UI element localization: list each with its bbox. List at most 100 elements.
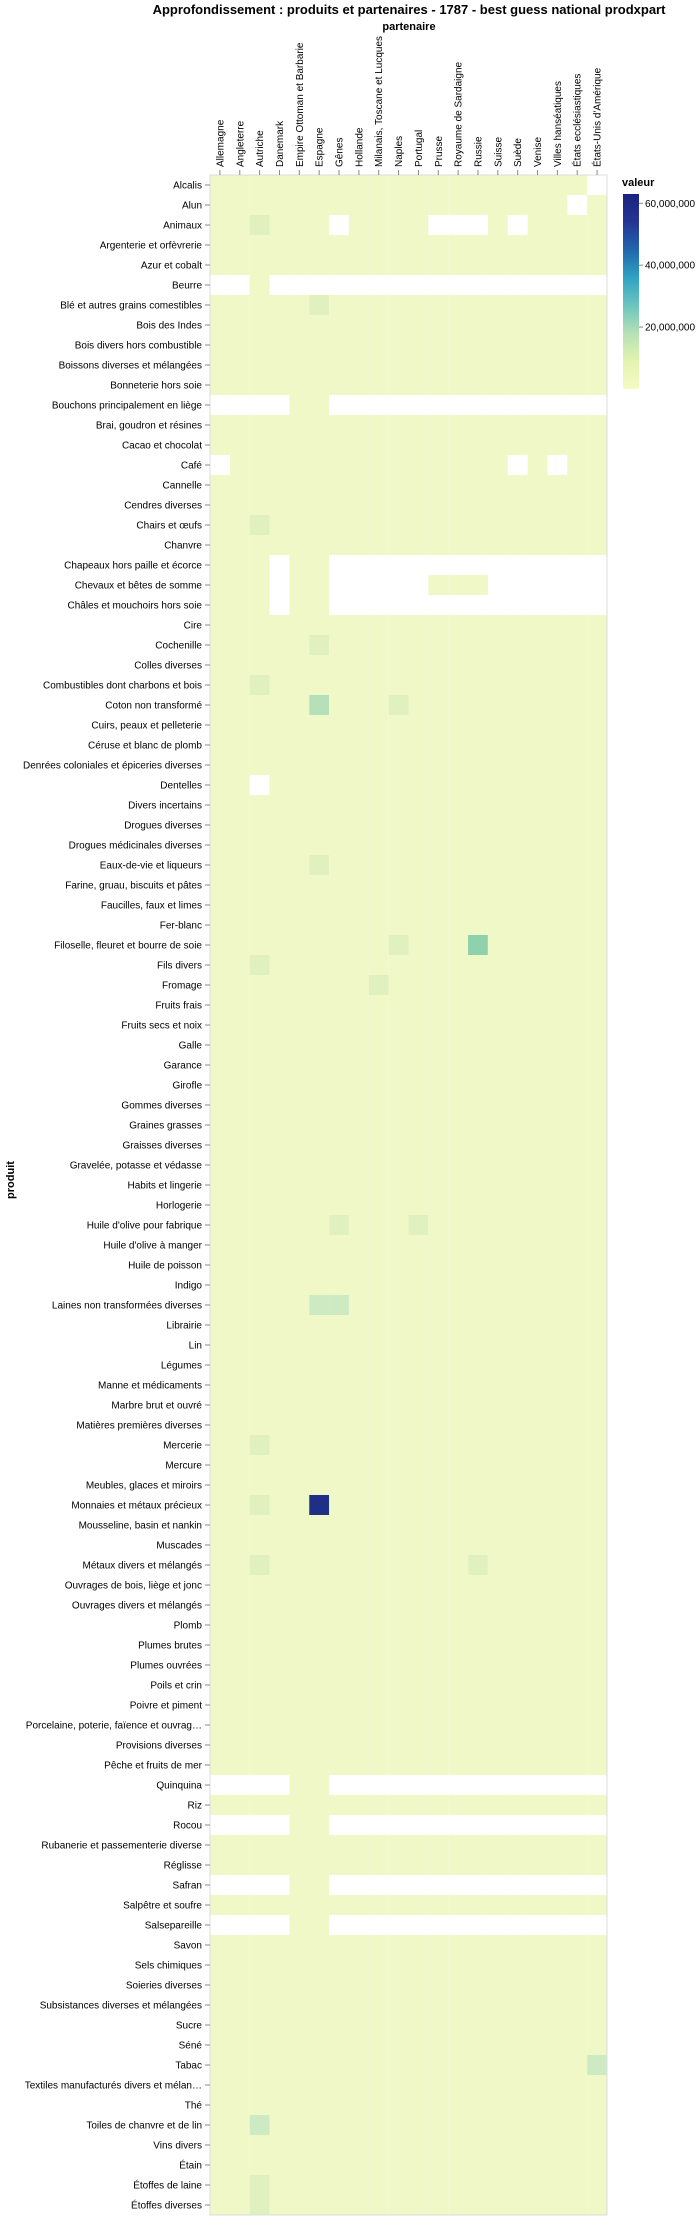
heatmap-cell — [309, 855, 330, 875]
heatmap-cell — [229, 1555, 250, 1575]
heatmap-cell — [210, 1755, 230, 1775]
heatmap-cell — [269, 2135, 290, 2155]
heatmap-cell — [567, 1695, 588, 1715]
heatmap-cell — [269, 1375, 290, 1395]
heatmap-cell — [468, 455, 488, 475]
heatmap-cell — [309, 1675, 330, 1695]
heatmap-cell — [507, 435, 528, 455]
heatmap-cell — [368, 1315, 389, 1335]
heatmap-cell — [428, 1555, 449, 1575]
heatmap-cell — [368, 1475, 389, 1495]
heatmap-cell — [507, 1235, 528, 1255]
heatmap-cell — [289, 1115, 310, 1135]
heatmap-cell — [210, 1515, 230, 1535]
heatmap-cell — [448, 1015, 469, 1035]
heatmap-cell — [269, 295, 290, 315]
heatmap-cell — [587, 1255, 607, 1275]
heatmap-cell — [210, 1635, 230, 1655]
heatmap-cell — [269, 315, 290, 335]
heatmap-cell — [408, 955, 429, 975]
heatmap-cell — [507, 2035, 528, 2055]
heatmap-cell — [468, 1355, 488, 1375]
heatmap-cell — [408, 855, 429, 875]
heatmap-cell — [487, 775, 508, 795]
heatmap-cell — [428, 255, 449, 275]
heatmap-cell — [428, 1635, 449, 1655]
heatmap-cell — [249, 1735, 270, 1755]
heatmap-cell — [587, 1555, 607, 1575]
heatmap-cell — [368, 315, 389, 335]
heatmap-cell — [368, 1935, 389, 1955]
heatmap-cell — [428, 1575, 449, 1595]
heatmap-cell — [487, 295, 508, 315]
heatmap-cell — [210, 515, 230, 535]
heatmap-cell — [269, 2155, 290, 2175]
heatmap-cell — [368, 635, 389, 655]
heatmap-cell — [587, 1115, 607, 1135]
heatmap-cell — [348, 1835, 369, 1855]
heatmap-cell — [587, 2015, 607, 2035]
heatmap-cell — [468, 335, 488, 355]
heatmap-cell — [428, 1155, 449, 1175]
heatmap-cell — [507, 1975, 528, 1995]
heatmap-cell — [587, 1835, 607, 1855]
heatmap-cell — [388, 815, 409, 835]
heatmap-cell — [587, 335, 607, 355]
y-tick-label: Chapeaux hors paille et écorce — [64, 561, 202, 572]
heatmap-cell — [408, 815, 429, 835]
heatmap-cell — [567, 455, 588, 475]
heatmap-cell — [329, 2015, 349, 2035]
heatmap-cell — [408, 1615, 429, 1635]
heatmap-cell — [408, 1435, 429, 1455]
heatmap-cell — [428, 1935, 449, 1955]
heatmap-cell — [368, 735, 389, 755]
heatmap-cell — [289, 535, 310, 555]
heatmap-cell — [269, 1115, 290, 1135]
heatmap-cell — [507, 795, 528, 815]
heatmap-cell — [547, 435, 568, 455]
heatmap-cell — [309, 2155, 330, 2175]
heatmap-cell — [487, 1575, 508, 1595]
heatmap-cell — [289, 895, 310, 915]
heatmap-cell — [249, 1935, 270, 1955]
heatmap-cell — [368, 495, 389, 515]
heatmap-cell — [408, 315, 429, 335]
heatmap-cell — [448, 655, 469, 675]
heatmap-cell — [587, 1175, 607, 1195]
heatmap-cell — [487, 975, 508, 995]
heatmap-cell — [309, 2075, 330, 2095]
y-tick-label: Monnaies et métaux précieux — [71, 1501, 202, 1512]
y-tick-label: Châles et mouchoirs hors soie — [67, 601, 202, 612]
heatmap-cell — [368, 715, 389, 735]
heatmap-cell — [210, 1555, 230, 1575]
heatmap-cell — [388, 935, 409, 955]
heatmap-cell — [249, 975, 270, 995]
heatmap-cell — [249, 735, 270, 755]
heatmap-cell — [249, 1335, 270, 1355]
heatmap-cell — [210, 875, 230, 895]
heatmap-cell — [527, 1075, 548, 1095]
heatmap-cell — [249, 1595, 270, 1615]
heatmap-cell — [448, 1395, 469, 1415]
heatmap-cell — [408, 735, 429, 755]
heatmap-cell — [428, 935, 449, 955]
heatmap-cell — [289, 795, 310, 815]
heatmap-cell — [448, 1675, 469, 1695]
y-tick-label: Horlogerie — [156, 1201, 203, 1212]
heatmap-cell — [348, 315, 369, 335]
heatmap-cell — [269, 1035, 290, 1055]
heatmap-cell — [547, 1655, 568, 1675]
heatmap-cell — [468, 1395, 488, 1415]
heatmap-cell — [210, 935, 230, 955]
y-tick-label: Fruits secs et noix — [121, 1021, 202, 1032]
heatmap-cell — [408, 1335, 429, 1355]
heatmap-cell — [428, 315, 449, 335]
heatmap-cell — [408, 995, 429, 1015]
heatmap-cell — [210, 535, 230, 555]
y-tick-label: Tabac — [175, 2061, 202, 2072]
heatmap-cell — [448, 575, 469, 595]
heatmap-cell — [309, 795, 330, 815]
heatmap-cell — [289, 1815, 310, 1835]
heatmap-cell — [388, 1395, 409, 1415]
heatmap-cell — [487, 1555, 508, 1575]
